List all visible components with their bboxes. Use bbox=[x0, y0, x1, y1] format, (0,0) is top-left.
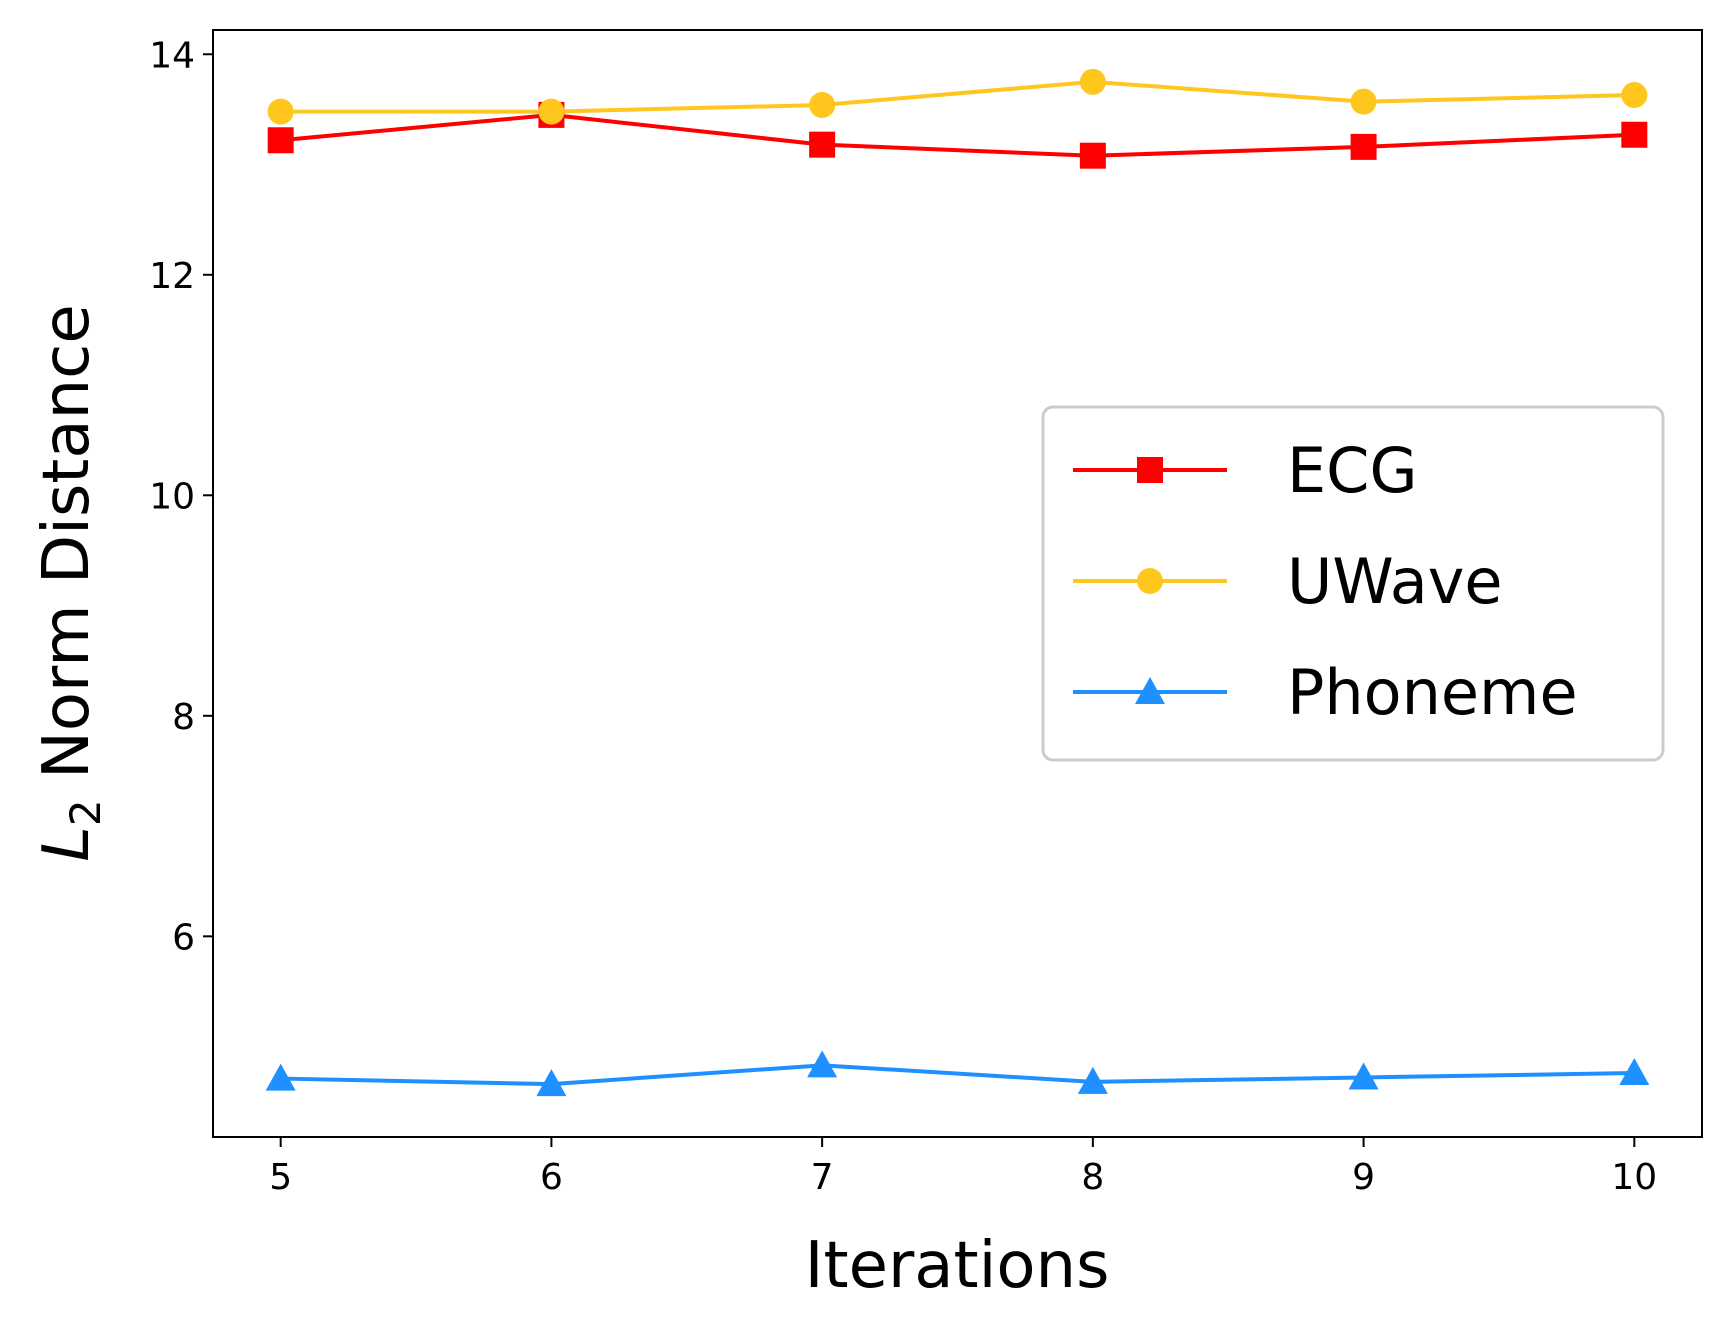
series-uwave bbox=[267, 68, 1648, 125]
y-tick-label: 8 bbox=[172, 697, 195, 738]
y-axis-title-sub: 2 bbox=[61, 799, 110, 826]
x-tick-label: 8 bbox=[1081, 1157, 1104, 1198]
series-line-uwave bbox=[280, 79, 1635, 114]
data-point-ecg bbox=[1621, 121, 1648, 148]
legend-frame bbox=[1041, 405, 1665, 762]
data-point-uwave bbox=[267, 98, 294, 125]
x-axis-title: Iterations bbox=[805, 1229, 1110, 1303]
legend-label-uwave: UWave bbox=[1287, 545, 1503, 618]
series-phoneme bbox=[265, 1050, 1650, 1097]
y-axis-title-rest: Norm Distance bbox=[30, 304, 104, 799]
x-tick-label: 9 bbox=[1352, 1157, 1375, 1198]
series-line-phoneme bbox=[280, 1063, 1635, 1087]
legend-marker-uwave bbox=[1137, 568, 1163, 594]
data-point-phoneme bbox=[807, 1050, 838, 1078]
data-point-phoneme bbox=[536, 1069, 567, 1097]
data-point-uwave bbox=[538, 98, 565, 125]
data-point-phoneme bbox=[1348, 1062, 1379, 1090]
series-line-ecg bbox=[280, 112, 1635, 158]
x-tick-label: 5 bbox=[269, 1157, 292, 1198]
data-point-phoneme bbox=[265, 1063, 296, 1091]
legend-marker-phoneme bbox=[1135, 677, 1165, 704]
legend-item-ecg: ECG bbox=[1073, 434, 1418, 507]
y-tick-label: 10 bbox=[149, 476, 195, 517]
x-tick-label: 10 bbox=[1611, 1157, 1657, 1198]
y-tick-label: 12 bbox=[149, 256, 195, 297]
legend-label-ecg: ECG bbox=[1287, 434, 1418, 507]
data-point-uwave bbox=[809, 91, 836, 118]
data-point-phoneme bbox=[1077, 1066, 1108, 1094]
data-point-uwave bbox=[1621, 82, 1648, 109]
data-point-phoneme bbox=[1619, 1058, 1650, 1086]
x-axis: 5 6 7 8 9 10 bbox=[269, 1137, 1657, 1198]
y-axis: 6 8 10 12 14 bbox=[149, 35, 213, 958]
legend-item-phoneme: Phoneme bbox=[1073, 656, 1578, 729]
y-tick-label: 14 bbox=[149, 35, 195, 76]
legend: ECG UWave Phoneme bbox=[1041, 405, 1665, 762]
legend-marker-ecg bbox=[1137, 457, 1163, 483]
series-layer bbox=[265, 68, 1650, 1097]
data-point-ecg bbox=[1079, 142, 1106, 169]
y-tick-label: 6 bbox=[172, 917, 195, 958]
data-point-ecg bbox=[809, 131, 836, 158]
x-tick-label: 6 bbox=[540, 1157, 563, 1198]
legend-label-phoneme: Phoneme bbox=[1287, 656, 1578, 729]
data-point-ecg bbox=[267, 127, 294, 154]
series-ecg bbox=[267, 101, 1648, 169]
x-tick-label: 7 bbox=[811, 1157, 834, 1198]
legend-item-uwave: UWave bbox=[1073, 545, 1503, 618]
data-point-ecg bbox=[1350, 133, 1377, 160]
y-axis-title: L2 Norm Distance bbox=[30, 304, 110, 861]
data-point-uwave bbox=[1350, 88, 1377, 115]
data-point-uwave bbox=[1079, 68, 1106, 95]
y-axis-title-main: L bbox=[30, 826, 104, 862]
